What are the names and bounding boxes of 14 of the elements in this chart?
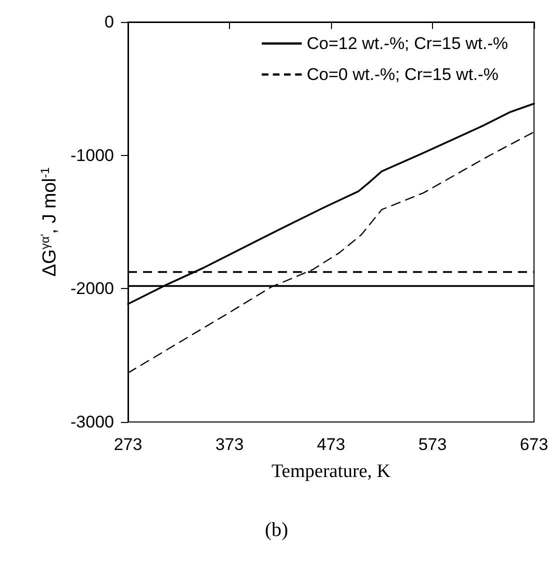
- y-tick-label: -3000: [70, 412, 114, 432]
- legend-label: Co=0 wt.-%; Cr=15 wt.-%: [306, 65, 499, 84]
- y-tick-label: -1000: [70, 146, 114, 165]
- x-tick-label: 373: [215, 435, 244, 454]
- y-axis-title: ΔGγα', J mol-1: [38, 167, 61, 277]
- y-tick-label: -2000: [70, 279, 114, 298]
- x-axis-title: Temperature, K: [272, 461, 391, 482]
- x-tick-label: 673: [520, 435, 548, 454]
- y-tick-label: 0: [104, 12, 114, 32]
- legend-label: Co=12 wt.-%; Cr=15 wt.-%: [306, 34, 508, 53]
- x-tick-label: 273: [114, 435, 142, 454]
- x-tick-label: 473: [316, 435, 346, 454]
- text: (b): [264, 519, 288, 541]
- x-tick-label: 573: [418, 435, 447, 454]
